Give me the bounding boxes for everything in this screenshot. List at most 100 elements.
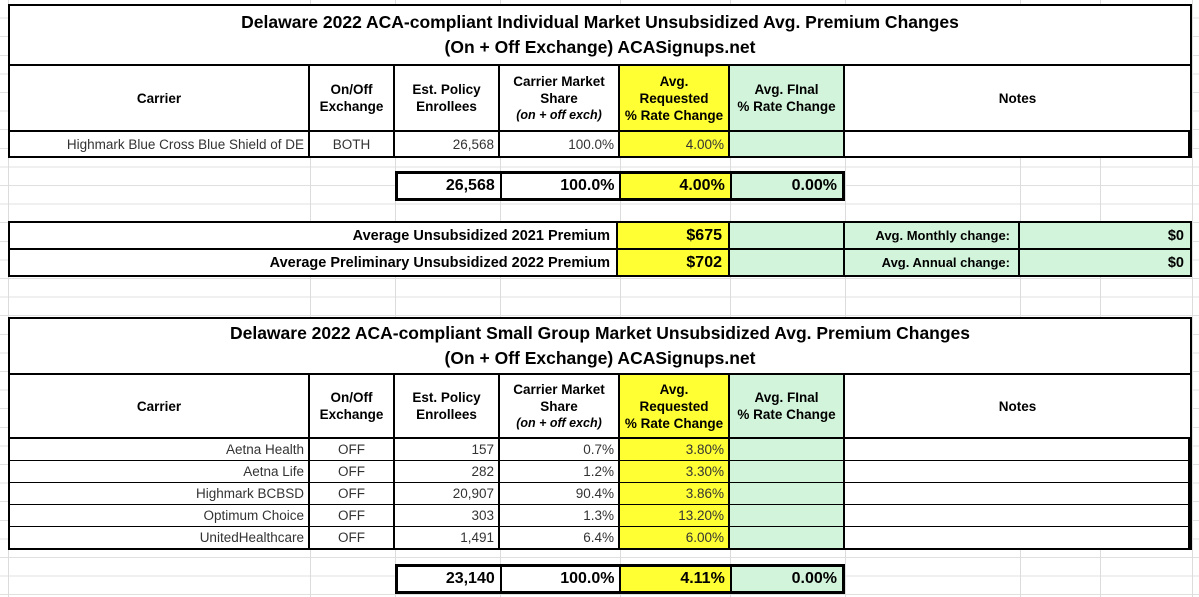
notes-cell[interactable] <box>845 505 1190 526</box>
share-cell[interactable]: 100.0% <box>500 132 620 156</box>
notes-cell[interactable] <box>845 132 1190 156</box>
total-requested-cell[interactable]: 4.00% <box>619 174 730 198</box>
header-share-note: (on + off exch) <box>516 415 602 430</box>
table-row: Optimum Choice OFF 303 1.3% 13.20% <box>10 505 1190 527</box>
summary-left-box: Average Preliminary Unsubsidized 2022 Pr… <box>8 248 845 277</box>
total-final-cell[interactable]: 0.00% <box>729 567 842 591</box>
final-rate-cell[interactable] <box>730 132 845 156</box>
header-notes[interactable]: Notes <box>998 90 1037 106</box>
enrollees-cell[interactable]: 282 <box>395 461 500 482</box>
summary-right-box: Avg. Monthly change: $0 <box>845 221 1192 250</box>
header-market-share[interactable]: Carrier Market Share (on + off exch) <box>500 375 620 437</box>
notes-cell[interactable] <box>845 439 1190 460</box>
total-enrollees-cell[interactable]: 26,568 <box>445 177 495 194</box>
requested-rate-cell[interactable]: 3.30% <box>620 461 730 482</box>
change-label-cell[interactable]: Avg. Monthly change: <box>845 223 1020 248</box>
header-market-share[interactable]: Carrier Market Share (on + off exch) <box>500 66 620 130</box>
table-row: Aetna Life OFF 282 1.2% 3.30% <box>10 461 1190 483</box>
header-enrollees[interactable]: Est. Policy Enrollees <box>395 66 500 130</box>
final-rate-cell[interactable] <box>730 527 845 548</box>
change-label-cell[interactable]: Avg. Annual change: <box>845 250 1020 275</box>
summary-value-cell[interactable]: $675 <box>616 223 728 248</box>
requested-rate-cell[interactable]: 4.00% <box>620 132 730 156</box>
table-row: UnitedHealthcare OFF 1,491 6.4% 6.00% <box>10 527 1190 548</box>
carrier-cell[interactable]: UnitedHealthcare <box>10 527 310 548</box>
header-exchange-line2: Exchange <box>319 407 384 422</box>
header-final-rate[interactable]: Avg. FInal % Rate Change <box>730 66 845 130</box>
individual-table-title[interactable]: Delaware 2022 ACA-compliant Individual M… <box>10 6 1190 66</box>
summary-blank-cell[interactable] <box>728 223 843 248</box>
header-exchange-line2: Exchange <box>319 99 384 114</box>
enrollees-cell[interactable]: 20,907 <box>395 483 500 504</box>
header-enrollees-line2: Enrollees <box>416 99 477 114</box>
header-enrollees[interactable]: Est. Policy Enrollees <box>395 375 500 437</box>
exchange-cell[interactable]: OFF <box>310 461 395 482</box>
share-cell[interactable]: 1.2% <box>500 461 620 482</box>
notes-cell[interactable] <box>845 527 1190 548</box>
requested-rate-cell[interactable]: 13.20% <box>620 505 730 526</box>
header-exchange[interactable]: On/Off Exchange <box>310 66 395 130</box>
header-exchange[interactable]: On/Off Exchange <box>310 375 395 437</box>
carrier-cell[interactable]: Highmark BCBSD <box>10 483 310 504</box>
share-cell[interactable]: 6.4% <box>500 527 620 548</box>
header-share-line1: Carrier Market <box>513 381 605 397</box>
header-requested-rate[interactable]: Avg. Requested % Rate Change <box>620 66 730 130</box>
notes-cell[interactable] <box>845 461 1190 482</box>
total-requested-cell[interactable]: 4.11% <box>619 567 730 591</box>
total-final-cell[interactable]: 0.00% <box>729 174 842 198</box>
header-requested-line2: Requested <box>639 398 709 414</box>
summary-label-cell[interactable]: Average Unsubsidized 2021 Premium <box>352 227 610 244</box>
summary-left-box: Average Unsubsidized 2021 Premium $675 <box>8 221 845 250</box>
summary-value-cell[interactable]: $702 <box>616 250 728 275</box>
requested-rate-cell[interactable]: 3.86% <box>620 483 730 504</box>
total-enrollees-cell[interactable]: 23,140 <box>445 570 495 587</box>
carrier-cell[interactable]: Aetna Life <box>10 461 310 482</box>
total-share-cell[interactable]: 100.0% <box>499 174 620 198</box>
final-rate-cell[interactable] <box>730 461 845 482</box>
change-value-cell[interactable]: $0 <box>1020 250 1190 275</box>
notes-cell[interactable] <box>845 483 1190 504</box>
final-rate-cell[interactable] <box>730 483 845 504</box>
header-carrier[interactable]: Carrier <box>10 66 310 130</box>
header-notes[interactable]: Notes <box>998 398 1037 414</box>
title-line-2: (On + Off Exchange) ACASignups.net <box>444 37 756 57</box>
requested-rate-cell[interactable]: 3.80% <box>620 439 730 460</box>
header-final-line1: Avg. FInal <box>754 82 819 97</box>
final-rate-cell[interactable] <box>730 439 845 460</box>
share-cell[interactable]: 90.4% <box>500 483 620 504</box>
enrollees-cell[interactable]: 157 <box>395 439 500 460</box>
table-row: Highmark BCBSD OFF 20,907 90.4% 3.86% <box>10 483 1190 505</box>
carrier-cell[interactable]: Highmark Blue Cross Blue Shield of DE <box>10 132 310 156</box>
individual-totals-row: 26,568 100.0% 4.00% 0.00% <box>395 171 845 201</box>
change-value-cell[interactable]: $0 <box>1020 223 1190 248</box>
title-line-1: Delaware 2022 ACA-compliant Small Group … <box>229 323 971 343</box>
exchange-cell[interactable]: BOTH <box>310 132 395 156</box>
share-cell[interactable]: 0.7% <box>500 439 620 460</box>
header-final-line2: % Rate Change <box>737 407 836 422</box>
enrollees-cell[interactable]: 26,568 <box>395 132 500 156</box>
table-row: Aetna Health OFF 157 0.7% 3.80% <box>10 439 1190 461</box>
exchange-cell[interactable]: OFF <box>310 439 395 460</box>
small-group-table-title[interactable]: Delaware 2022 ACA-compliant Small Group … <box>10 319 1190 375</box>
enrollees-cell[interactable]: 303 <box>395 505 500 526</box>
exchange-cell[interactable]: OFF <box>310 527 395 548</box>
carrier-cell[interactable]: Aetna Health <box>10 439 310 460</box>
summary-blank-cell[interactable] <box>728 250 843 275</box>
exchange-cell[interactable]: OFF <box>310 505 395 526</box>
exchange-cell[interactable]: OFF <box>310 483 395 504</box>
header-requested-line3: % Rate Change <box>624 107 724 123</box>
final-rate-cell[interactable] <box>730 505 845 526</box>
header-requested-line2: Requested <box>639 90 709 106</box>
requested-rate-cell[interactable]: 6.00% <box>620 527 730 548</box>
header-final-rate[interactable]: Avg. FInal % Rate Change <box>730 375 845 437</box>
header-requested-rate[interactable]: Avg. Requested % Rate Change <box>620 375 730 437</box>
carrier-cell[interactable]: Optimum Choice <box>10 505 310 526</box>
total-share-cell[interactable]: 100.0% <box>499 567 620 591</box>
small-group-header-row: Carrier On/Off Exchange Est. Policy Enro… <box>10 375 1190 439</box>
summary-row-2022: Average Preliminary Unsubsidized 2022 Pr… <box>8 248 1192 277</box>
share-cell[interactable]: 1.3% <box>500 505 620 526</box>
header-carrier[interactable]: Carrier <box>10 375 310 437</box>
enrollees-cell[interactable]: 1,491 <box>395 527 500 548</box>
header-enrollees-line1: Est. Policy <box>412 390 481 405</box>
summary-label-cell[interactable]: Average Preliminary Unsubsidized 2022 Pr… <box>269 254 610 271</box>
